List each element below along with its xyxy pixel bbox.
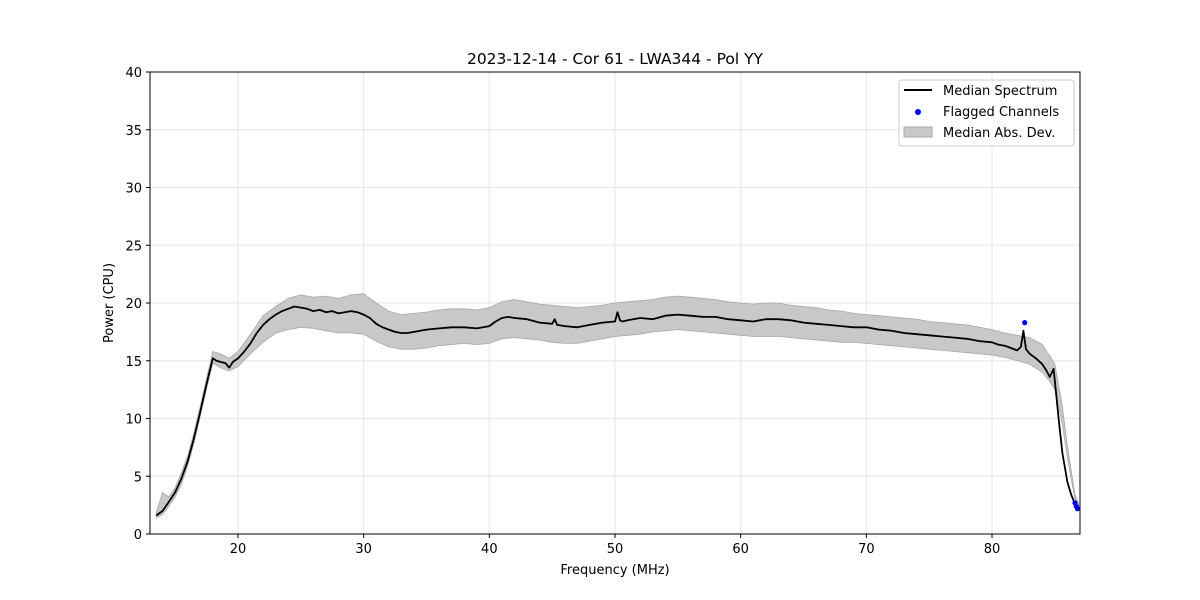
y-tick-label: 20 bbox=[125, 297, 142, 312]
y-tick-label: 15 bbox=[125, 355, 142, 370]
legend-median-label: Median Spectrum bbox=[943, 84, 1057, 99]
flagged-channel-point bbox=[1022, 320, 1028, 326]
legend-flagged-label: Flagged Channels bbox=[943, 105, 1059, 120]
y-tick-label: 25 bbox=[125, 239, 142, 254]
legend-mad-label: Median Abs. Dev. bbox=[943, 126, 1055, 141]
y-axis-label: Power (CPU) bbox=[102, 263, 117, 343]
median-line-layer bbox=[155, 305, 1080, 517]
x-tick-label: 20 bbox=[230, 542, 247, 557]
flagged-points-layer bbox=[1022, 320, 1081, 512]
x-tick-label: 40 bbox=[481, 542, 498, 557]
x-tick-label: 80 bbox=[984, 542, 1001, 557]
chart-title: 2023-12-14 - Cor 61 - LWA344 - Pol YY bbox=[467, 50, 764, 68]
legend: Median Spectrum Flagged Channels Median … bbox=[898, 79, 1075, 147]
y-tick-label: 0 bbox=[134, 528, 142, 543]
x-axis-label: Frequency (MHz) bbox=[560, 563, 669, 578]
legend-flagged-swatch bbox=[915, 109, 921, 115]
y-tick-label: 40 bbox=[125, 66, 142, 81]
legend-box bbox=[898, 79, 1075, 147]
y-tick-label: 35 bbox=[125, 124, 142, 139]
y-tick-label: 10 bbox=[125, 413, 142, 428]
flagged-channel-point bbox=[1074, 506, 1081, 512]
x-tick-label: 70 bbox=[858, 542, 875, 557]
median-spectrum-line bbox=[155, 305, 1080, 517]
y-tick-label: 30 bbox=[125, 182, 142, 197]
x-tick-label: 50 bbox=[607, 542, 624, 557]
legend-mad-swatch bbox=[903, 126, 933, 138]
axis-ticks: 20 30 40 50 60 70 80 0 5 10 15 20 25 30 35 40 bbox=[125, 66, 1000, 557]
x-tick-label: 60 bbox=[732, 542, 749, 557]
y-tick-label: 5 bbox=[134, 470, 142, 485]
x-tick-label: 30 bbox=[355, 542, 372, 557]
